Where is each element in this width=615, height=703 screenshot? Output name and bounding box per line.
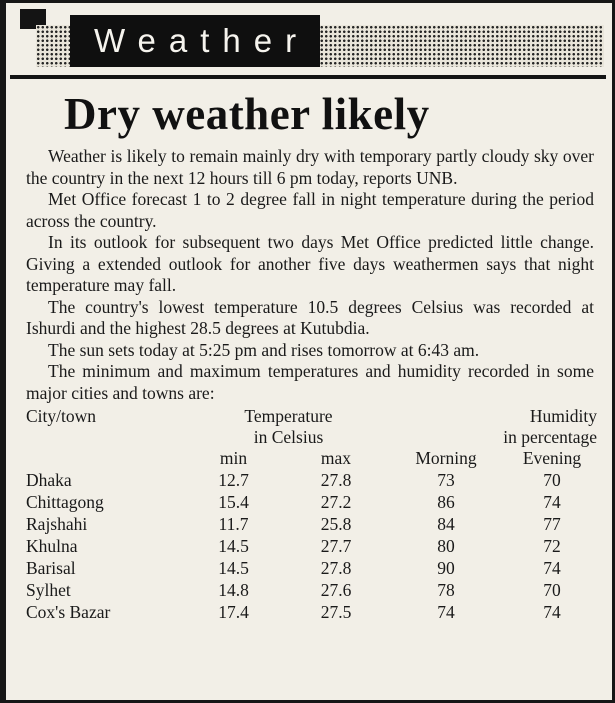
cell-evening: 70 (543, 470, 561, 491)
table-row: Barisal 14.5 27.8 90 74 (26, 557, 603, 579)
cell-evening: 74 (543, 602, 561, 623)
banner-title: Weather (94, 22, 310, 59)
table-row: Dhaka 12.7 27.8 73 70 (26, 469, 603, 491)
cell-min: 15.4 (218, 492, 249, 513)
cell-max: 27.8 (320, 558, 352, 579)
cell-min: 14.5 (218, 536, 249, 557)
banner-title-box: Weather (70, 15, 320, 67)
cell-max: 27.8 (320, 470, 352, 491)
weather-table: City/town Temperature in Celsius Humidit… (26, 406, 603, 623)
cell-evening: 70 (543, 580, 561, 601)
cell-city: Chittagong (26, 492, 104, 513)
col-header-max: max (320, 448, 352, 469)
col-header-morning: Morning (415, 448, 477, 469)
table-row: Sylhet 14.8 27.6 78 70 (26, 579, 603, 601)
article-paragraph: The sun sets today at 5:25 pm and rises … (48, 339, 480, 360)
cell-max: 27.6 (320, 580, 352, 601)
cell-morning: 73 (437, 470, 455, 491)
article-paragraph: The minimum and maximum temperatures and… (26, 361, 594, 403)
cell-min: 14.8 (218, 580, 249, 601)
cell-min: 14.5 (218, 558, 249, 579)
cell-city: Dhaka (26, 470, 72, 491)
cell-morning: 78 (437, 580, 455, 601)
cell-morning: 84 (437, 514, 455, 535)
cell-morning: 86 (437, 492, 455, 513)
col-header-temperature-line2: in Celsius (253, 427, 324, 448)
article-body: Weather is likely to remain mainly dry w… (26, 146, 594, 404)
table-header-row-sub: min max Morning Evening (26, 448, 603, 469)
col-header-city: City/town (26, 406, 97, 427)
cell-max: 27.2 (320, 492, 352, 513)
table-row: Khulna 14.5 27.7 80 72 (26, 535, 603, 557)
table-row: Chittagong 15.4 27.2 86 74 (26, 491, 603, 513)
cell-max: 25.8 (320, 514, 352, 535)
col-header-temperature-line1: Temperature (244, 406, 333, 427)
col-header-humidity-line1: Humidity (529, 406, 597, 427)
cell-city: Barisal (26, 558, 76, 579)
cell-max: 27.7 (320, 536, 352, 557)
cell-min: 11.7 (218, 514, 249, 535)
cell-morning: 90 (437, 558, 455, 579)
cell-morning: 80 (437, 536, 455, 557)
cell-evening: 72 (543, 536, 561, 557)
article-headline: Dry weather likely (64, 89, 430, 139)
article-paragraph: Weather is likely to remain mainly dry w… (26, 146, 594, 188)
table-header-row-groups: City/town Temperature in Celsius Humidit… (26, 406, 603, 448)
corner-block (20, 9, 46, 29)
col-header-humidity: Humidity in percentage (391, 406, 603, 448)
cell-max: 27.5 (320, 602, 352, 623)
col-header-temperature: Temperature in Celsius (186, 406, 391, 448)
cell-city: Cox's Bazar (26, 602, 111, 623)
cell-min: 12.7 (218, 470, 249, 491)
table-row: Rajshahi 11.7 25.8 84 77 (26, 513, 603, 535)
cell-evening: 74 (543, 492, 561, 513)
cell-city: Rajshahi (26, 514, 88, 535)
article-paragraph: Met Office forecast 1 to 2 degree fall i… (26, 189, 594, 231)
article-paragraph: The country's lowest temperature 10.5 de… (26, 296, 594, 339)
cell-min: 17.4 (218, 602, 249, 623)
col-header-humidity-line2: in percentage (503, 427, 597, 448)
cell-morning: 74 (437, 602, 455, 623)
cell-evening: 74 (543, 558, 561, 579)
weather-banner: Weather (10, 7, 606, 79)
cell-city: Sylhet (26, 580, 71, 601)
col-header-empty (26, 448, 186, 469)
article-paragraph: In its outlook for subsequent two days M… (26, 232, 594, 296)
col-header-evening: Evening (522, 448, 582, 469)
cell-city: Khulna (26, 536, 78, 557)
table-row: Cox's Bazar 17.4 27.5 74 74 (26, 601, 603, 623)
cell-evening: 77 (543, 514, 561, 535)
col-header-min: min (219, 448, 248, 469)
